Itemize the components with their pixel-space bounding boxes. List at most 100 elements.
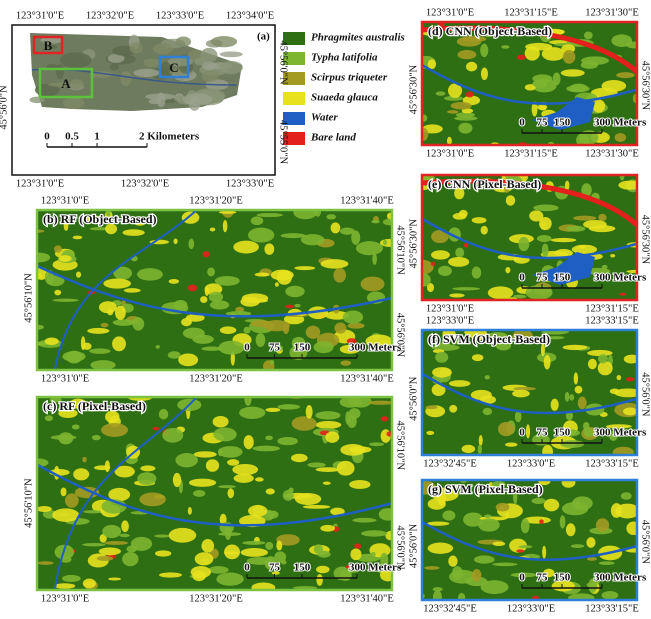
landcover-patch <box>565 392 570 402</box>
map-image <box>414 477 642 604</box>
landcover-patch <box>539 519 544 524</box>
landcover-patch <box>241 548 268 557</box>
legend: Phragmites australisTypha latifoliaScirp… <box>283 32 405 145</box>
landcover-patch <box>466 62 477 72</box>
longitude-label: 123°31'15"E <box>585 303 639 314</box>
landcover-patch <box>325 431 339 442</box>
latitude-label: 45°56'10"N <box>395 421 406 471</box>
landcover-patch <box>122 552 138 566</box>
landcover-patch <box>115 306 126 320</box>
landcover-patch <box>154 534 170 537</box>
landcover-patch <box>293 205 317 219</box>
texture <box>110 64 119 71</box>
landcover-patch <box>551 238 577 242</box>
landcover-patch <box>54 290 61 296</box>
landcover-patch <box>619 293 626 296</box>
landcover-patch <box>454 116 477 121</box>
landcover-patch <box>433 590 442 603</box>
scale-label: 0 <box>519 427 525 439</box>
legend-swatch <box>283 92 305 105</box>
landcover-patch <box>266 488 275 494</box>
landcover-patch <box>208 566 228 573</box>
landcover-patch <box>316 574 322 586</box>
landcover-patch <box>119 534 130 538</box>
landcover-patch <box>621 492 632 500</box>
landcover-patch <box>452 287 480 290</box>
latitude-label: 45°56'0"N <box>395 525 406 570</box>
landcover-patch <box>253 446 280 452</box>
landcover-patch <box>613 447 634 458</box>
landcover-patch <box>566 85 589 92</box>
landcover-patch <box>537 235 552 242</box>
landcover-patch <box>139 492 166 506</box>
landcover-patch <box>513 295 526 299</box>
landcover-patch <box>315 411 340 420</box>
landcover-patch <box>533 205 558 212</box>
latitude-label: 45°56'30"N <box>640 215 651 265</box>
landcover-patch <box>251 582 275 593</box>
landcover-patch <box>201 539 214 553</box>
landcover-patch <box>581 56 609 65</box>
longitude-label: 123°31'20"E <box>189 593 243 604</box>
landcover-patch <box>331 222 341 233</box>
latitude-label: 45°56'0"N <box>395 313 406 358</box>
landcover-patch <box>431 250 450 259</box>
landcover-patch <box>113 319 136 326</box>
landcover-patch <box>371 552 376 557</box>
landcover-patch <box>52 508 79 521</box>
landcover-patch <box>451 102 472 110</box>
landcover-patch <box>213 428 236 442</box>
legend-label: Scirpus triqueter <box>311 72 388 84</box>
latitude-label: 45°56'0"N <box>278 40 289 85</box>
landcover-patch <box>316 566 330 574</box>
landcover-patch <box>207 267 215 276</box>
landcover-patch <box>379 508 397 521</box>
landcover-patch <box>132 317 144 330</box>
longitude-label: 123°32'0"E <box>86 10 134 21</box>
texture <box>143 58 159 67</box>
landcover-patch <box>205 287 209 297</box>
landcover-patch <box>626 377 635 381</box>
scale-label: 75 <box>269 562 281 574</box>
longitude-label: 123°33'0"E <box>156 10 204 21</box>
landcover-patch <box>472 267 481 279</box>
landcover-patch <box>213 416 229 427</box>
landcover-patch <box>584 31 593 39</box>
landcover-patch <box>563 50 576 64</box>
landcover-patch <box>542 546 546 559</box>
landcover-patch <box>233 241 259 254</box>
landcover-patch <box>562 477 576 488</box>
landcover-patch <box>169 279 180 284</box>
landcover-patch <box>481 580 509 594</box>
texture <box>220 51 243 57</box>
scale-label: 0 <box>244 562 250 574</box>
landcover-patch <box>159 572 182 577</box>
scale-label: 150 <box>554 117 571 129</box>
latitude-label: 45°56'0"N <box>408 376 419 421</box>
landcover-patch <box>578 245 585 248</box>
landcover-patch <box>601 80 626 92</box>
landcover-patch <box>472 217 487 223</box>
landcover-patch <box>532 498 546 504</box>
landcover-patch <box>101 423 128 437</box>
landcover-patch <box>275 282 279 286</box>
scale-label: 300 Meters <box>349 342 402 354</box>
landcover-patch <box>560 440 584 448</box>
landcover-patch <box>583 220 607 229</box>
texture <box>153 43 173 54</box>
landcover-patch <box>193 490 205 497</box>
landcover-patch <box>431 262 435 266</box>
landcover-patch <box>478 444 482 454</box>
landcover-patch <box>59 255 72 262</box>
landcover-patch <box>72 424 80 429</box>
landcover-patch <box>232 464 258 475</box>
landcover-patch <box>251 216 264 225</box>
landcover-patch <box>218 485 236 488</box>
panel-title: (g) SVM (Pixel-Based) <box>428 482 543 496</box>
landcover-patch <box>112 336 126 351</box>
landcover-patch <box>598 361 613 375</box>
landcover-patch <box>458 123 472 134</box>
longitude-label: 123°33'0"E <box>226 178 274 189</box>
texture <box>202 61 216 70</box>
landcover-patch <box>349 408 361 419</box>
